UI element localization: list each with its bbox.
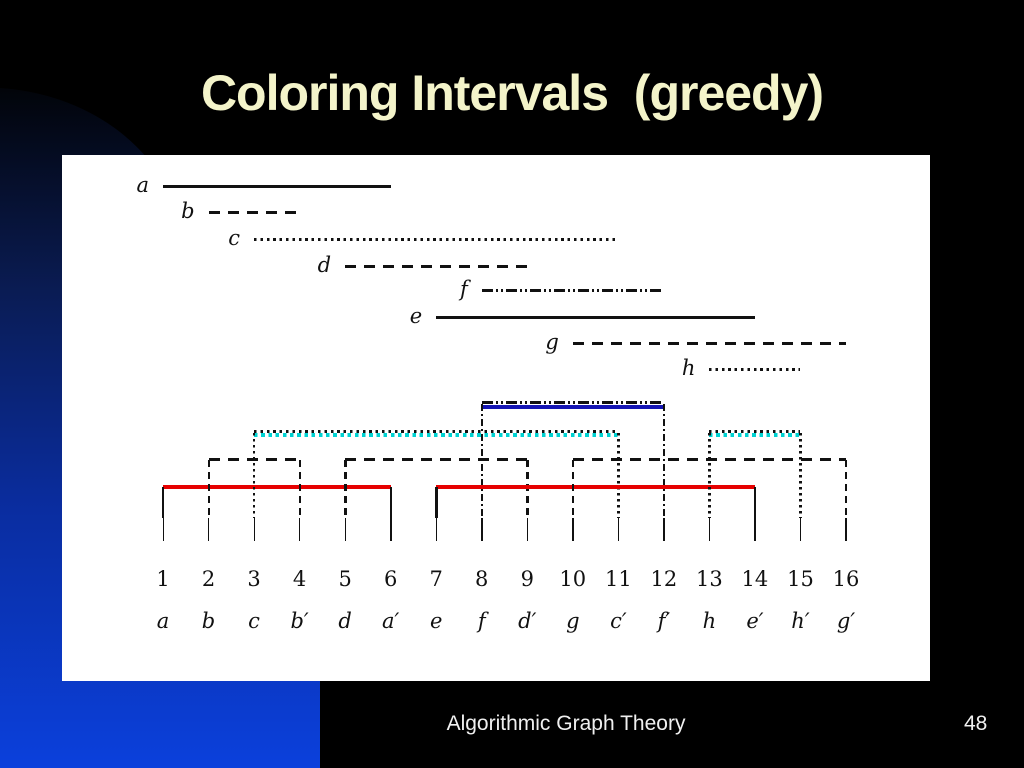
axis-number: 11 bbox=[604, 567, 632, 591]
interval-e-label: e bbox=[409, 304, 423, 328]
axis-endpoint-label: h′ bbox=[791, 609, 810, 633]
axis-endpoint-label: e bbox=[429, 609, 443, 633]
endpoint-drop-h-start-tail bbox=[708, 518, 711, 541]
interval-b-line bbox=[208, 211, 300, 214]
axis-number: 13 bbox=[696, 567, 723, 591]
endpoint-drop-c-start bbox=[253, 433, 256, 518]
endpoint-drop-b-end-tail bbox=[299, 518, 301, 541]
axis-endpoint-label: e′ bbox=[746, 609, 764, 633]
colored-d bbox=[345, 458, 528, 461]
endpoint-drop-h-start bbox=[708, 433, 711, 518]
axis-number: 7 bbox=[429, 567, 443, 591]
endpoint-drop-f-end bbox=[662, 404, 666, 518]
axis-endpoint-label: a bbox=[156, 609, 170, 633]
axis-endpoint-label: f bbox=[477, 609, 486, 633]
axis-endpoint-label: g′ bbox=[836, 609, 856, 633]
axis-endpoint-label: d bbox=[338, 609, 352, 633]
axis-number: 10 bbox=[559, 567, 587, 591]
axis-number: 6 bbox=[383, 567, 398, 591]
axis-endpoint-label: c bbox=[248, 609, 260, 633]
colored-c-overlay bbox=[254, 430, 619, 433]
endpoint-drop-f-start bbox=[480, 404, 484, 518]
axis-number: 16 bbox=[832, 567, 860, 591]
interval-d-label: d bbox=[317, 253, 332, 277]
endpoint-drop-e-start bbox=[435, 487, 438, 518]
endpoint-drop-c-start-tail bbox=[253, 518, 255, 541]
axis-endpoint-label: d′ bbox=[518, 609, 537, 633]
interval-h-label: h bbox=[681, 356, 696, 380]
colored-c bbox=[254, 433, 619, 437]
axis-endpoint-label: h bbox=[702, 609, 717, 633]
endpoint-drop-b-start bbox=[207, 460, 210, 518]
colored-a bbox=[163, 485, 391, 489]
endpoint-drop-g-start-tail bbox=[572, 518, 574, 541]
axis-number: 9 bbox=[520, 567, 534, 591]
axis-endpoint-label: f′ bbox=[657, 609, 671, 633]
axis-number: 8 bbox=[475, 567, 489, 591]
interval-h-line bbox=[709, 368, 801, 371]
endpoint-drop-f-start-tail bbox=[481, 518, 483, 541]
interval-b-label: b bbox=[181, 199, 195, 223]
endpoint-drop-a-start-tail bbox=[162, 518, 164, 541]
endpoint-drop-b-end bbox=[298, 460, 301, 518]
axis-number: 1 bbox=[156, 567, 170, 591]
interval-f-label: f bbox=[459, 277, 468, 301]
axis-endpoint-label: c′ bbox=[610, 609, 627, 633]
diagram-canvas: a b c d f e g h 1 a 2 b 3 c 4 b′ 5 d 6 a′ 7 e 8 f 9 d′ 10 g 11 c′ 12 f′… bbox=[62, 155, 930, 681]
endpoint-drop-h-end bbox=[799, 433, 802, 518]
endpoint-drop-c-end bbox=[617, 433, 620, 518]
interval-d-line bbox=[345, 265, 528, 268]
colored-h bbox=[709, 433, 801, 437]
interval-c-line bbox=[254, 238, 619, 241]
endpoint-drop-b-start-tail bbox=[208, 518, 210, 541]
colored-f bbox=[481, 405, 664, 409]
endpoint-drop-a-end bbox=[389, 487, 393, 518]
slide-title: Coloring Intervals (greedy) bbox=[200, 65, 824, 121]
endpoint-drop-e-end-tail bbox=[754, 518, 756, 541]
axis-number: 14 bbox=[741, 567, 769, 591]
endpoint-drop-f-end-tail bbox=[663, 518, 665, 541]
axis-number: 4 bbox=[292, 567, 307, 591]
endpoint-drop-d-end-tail bbox=[526, 518, 529, 541]
endpoint-drop-g-end bbox=[844, 460, 848, 518]
axis-endpoint-label: g bbox=[566, 609, 580, 633]
interval-c-label: c bbox=[228, 226, 241, 250]
colored-h-overlay bbox=[709, 430, 801, 433]
diagram-panel: a b c d f e g h 1 a 2 b 3 c 4 b′ 5 d 6 a′ 7 e 8 f 9 d′ 10 g 11 c′ 12 f′… bbox=[62, 155, 930, 681]
axis-number: 2 bbox=[201, 567, 216, 591]
interval-f-line bbox=[481, 289, 664, 292]
endpoint-drop-a-end-tail bbox=[390, 518, 392, 541]
endpoint-drop-g-end-tail bbox=[845, 518, 847, 541]
page-number: 48 bbox=[964, 712, 988, 735]
endpoint-drop-h-end-tail bbox=[799, 518, 802, 541]
axis-number: 5 bbox=[338, 567, 352, 591]
endpoint-drop-e-end bbox=[753, 487, 757, 518]
colored-e bbox=[436, 485, 755, 489]
colored-f-overlay bbox=[481, 401, 664, 404]
axis-number: 15 bbox=[787, 567, 814, 591]
footer-title: Algorithmic Graph Theory bbox=[446, 712, 686, 735]
axis-number: 12 bbox=[650, 567, 678, 591]
interval-g-label: g bbox=[545, 330, 559, 354]
interval-a-line bbox=[163, 185, 391, 188]
axis-number: 3 bbox=[247, 567, 261, 591]
endpoint-drop-d-end bbox=[526, 460, 529, 518]
endpoint-drop-e-start-tail bbox=[435, 518, 438, 541]
interval-g-line bbox=[572, 342, 846, 345]
endpoint-drop-c-end-tail bbox=[617, 518, 620, 541]
endpoint-drop-g-start bbox=[571, 460, 575, 518]
axis-endpoint-label: b′ bbox=[290, 609, 309, 633]
axis-endpoint-label: b bbox=[201, 609, 216, 633]
interval-e-line bbox=[436, 316, 755, 319]
endpoint-drop-d-start-tail bbox=[344, 518, 347, 541]
axis-endpoint-label: a′ bbox=[382, 609, 400, 633]
endpoint-drop-d-start bbox=[344, 460, 347, 518]
endpoint-drop-a-start bbox=[162, 487, 165, 518]
interval-a-label: a bbox=[136, 173, 149, 197]
